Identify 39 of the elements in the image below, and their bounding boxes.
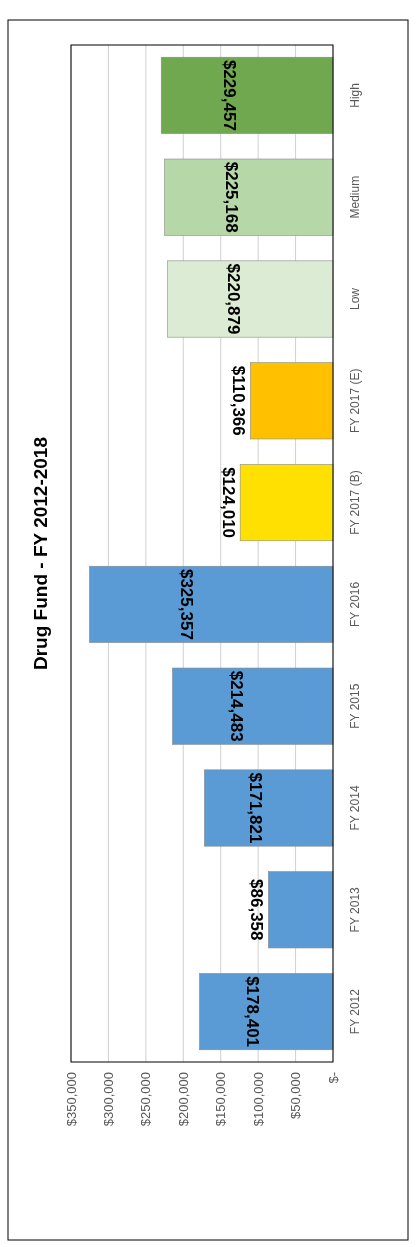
bar (164, 158, 334, 236)
x-tick-label: $- (325, 1072, 341, 1084)
bar (160, 56, 334, 134)
text: Drug Fund - FY 2012-2018 (29, 437, 51, 670)
data-label: $86,358 (246, 879, 266, 941)
y-tick-label: FY 2017 (E) (348, 368, 362, 434)
y-tick-label: FY 2012 (348, 988, 362, 1035)
bar (199, 973, 334, 1051)
bar (89, 565, 334, 643)
data-label: $171,821 (246, 772, 266, 844)
x-tick-label: $300,000 (100, 1072, 116, 1127)
y-tick-label: Medium (348, 175, 362, 219)
y-tick-label: FY 2015 (348, 683, 362, 729)
x-tick-label: $250,000 (138, 1072, 154, 1127)
data-label: $178,401 (243, 976, 263, 1048)
y-tick-label: Low (348, 287, 362, 310)
bar (268, 871, 334, 949)
x-tick-label: $150,000 (213, 1072, 229, 1127)
y-tick-label: FY 2014 (348, 785, 362, 831)
x-tick-label: $50,000 (288, 1072, 304, 1119)
x-tick-label: $350,000 (63, 1072, 79, 1127)
data-label: $229,457 (220, 59, 240, 131)
data-label: $124,010 (218, 467, 238, 539)
bar (172, 667, 334, 745)
data-label: $214,483 (227, 670, 247, 742)
y-tick-label: FY 2017 (B) (348, 470, 362, 535)
x-tick-label: $100,000 (250, 1072, 266, 1127)
y-tick-label: High (348, 83, 362, 108)
data-label: $225,168 (222, 161, 242, 233)
bar (204, 769, 334, 847)
bar (167, 260, 334, 338)
y-tick-label: FY 2016 (348, 581, 362, 627)
data-label: $110,366 (228, 365, 248, 436)
x-tick-label: $200,000 (175, 1072, 191, 1127)
y-tick-label: FY 2013 (348, 886, 362, 933)
data-label: $220,879 (224, 263, 244, 335)
data-label: $325,357 (177, 568, 197, 640)
bar (239, 464, 334, 542)
bar (250, 362, 334, 440)
